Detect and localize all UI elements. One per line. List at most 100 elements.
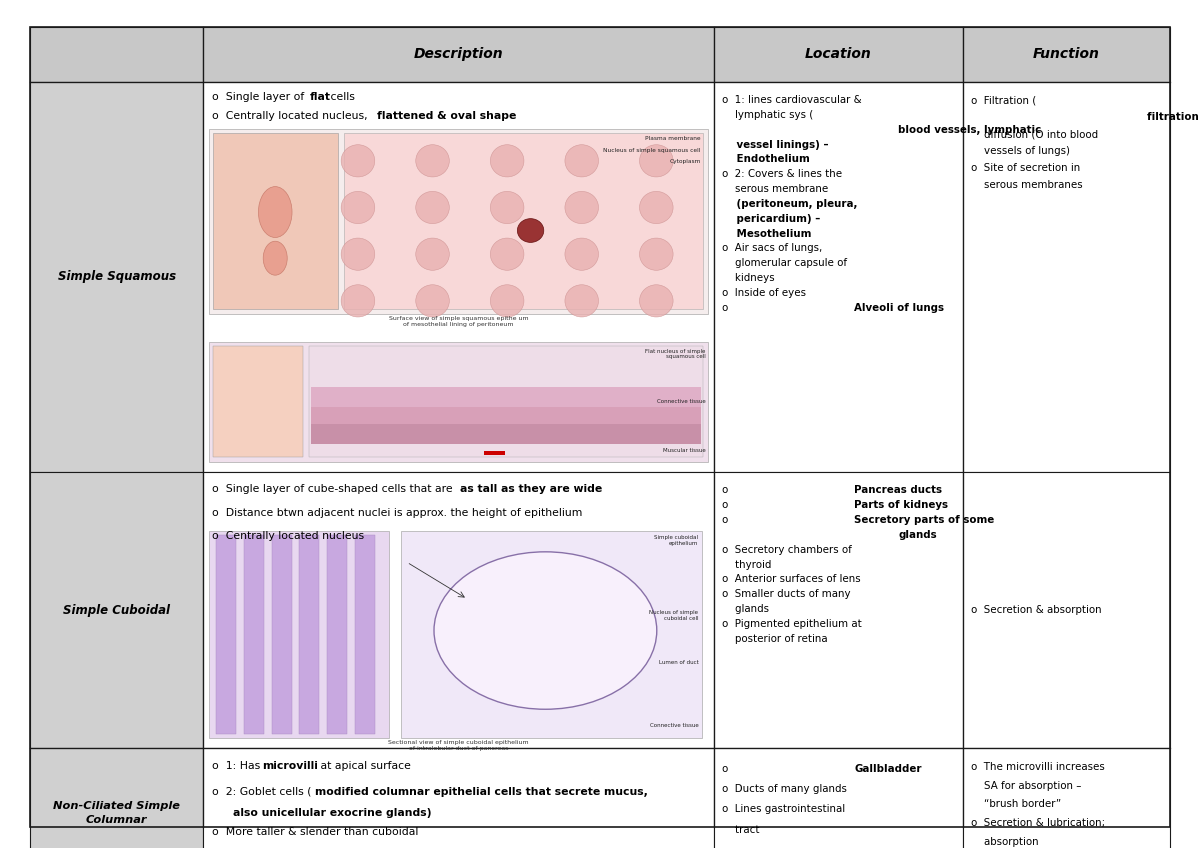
Text: o  Single layer of: o Single layer of: [211, 92, 307, 102]
Text: o  Air sacs of lungs,: o Air sacs of lungs,: [722, 243, 823, 254]
Text: cells: cells: [326, 92, 355, 102]
Text: o  The microvilli increases: o The microvilli increases: [971, 762, 1105, 772]
Circle shape: [434, 552, 656, 709]
Bar: [343, 133, 703, 310]
Ellipse shape: [415, 145, 449, 177]
Text: o: o: [722, 485, 736, 495]
Ellipse shape: [263, 241, 287, 275]
Ellipse shape: [415, 238, 449, 271]
Text: o  Secretory chambers of: o Secretory chambers of: [722, 544, 852, 555]
Text: o  Inside of eyes: o Inside of eyes: [722, 288, 806, 298]
Text: Cytoplasm: Cytoplasm: [670, 159, 701, 164]
Text: Sectional view of simple cuboidal epithelium
of intralobular duct of pancreas: Sectional view of simple cuboidal epithe…: [389, 740, 529, 750]
Text: Endothelium: Endothelium: [722, 154, 810, 165]
Text: at apical surface: at apical surface: [317, 762, 412, 771]
Bar: [212, 346, 302, 457]
Text: flat: flat: [310, 92, 331, 102]
Bar: [271, 535, 292, 734]
Text: Simple Squamous: Simple Squamous: [58, 271, 175, 283]
Text: o  1: lines cardiovascular &: o 1: lines cardiovascular &: [722, 95, 862, 105]
Text: o  Lines gastrointestinal: o Lines gastrointestinal: [722, 805, 846, 814]
Bar: [203, 749, 714, 848]
Ellipse shape: [491, 192, 524, 224]
Text: Muscular tissue: Muscular tissue: [662, 448, 706, 453]
Text: filtration in kidneys): filtration in kidneys): [1147, 112, 1200, 122]
Text: o  Secretion & absorption: o Secretion & absorption: [971, 605, 1102, 615]
Ellipse shape: [565, 192, 599, 224]
Text: pericardium) –: pericardium) –: [722, 214, 821, 224]
Bar: [401, 531, 702, 739]
Text: o  2: Covers & lines the: o 2: Covers & lines the: [722, 170, 842, 179]
Text: Description: Description: [414, 47, 504, 61]
Text: o  Site of secretion in: o Site of secretion in: [971, 163, 1080, 173]
Text: Function: Function: [1033, 47, 1099, 61]
Bar: [311, 388, 701, 407]
Text: o  Smaller ducts of many: o Smaller ducts of many: [722, 589, 851, 600]
Bar: [714, 749, 962, 848]
Bar: [244, 535, 264, 734]
Text: Alveoli of lungs: Alveoli of lungs: [854, 303, 944, 313]
Text: glands: glands: [722, 604, 769, 614]
Text: tract: tract: [722, 825, 760, 834]
Text: flattened & oval shape: flattened & oval shape: [377, 111, 517, 121]
Text: modified columnar epithelial cells that secrete mucus,: modified columnar epithelial cells that …: [314, 787, 648, 796]
Ellipse shape: [341, 192, 374, 224]
Ellipse shape: [341, 238, 374, 271]
Text: o  Filtration (: o Filtration (: [971, 95, 1036, 105]
Text: Plasma membrane: Plasma membrane: [646, 136, 701, 141]
Text: also unicellular exocrine glands): also unicellular exocrine glands): [233, 808, 432, 817]
Bar: [209, 129, 708, 314]
Text: Non-Ciliated Simple
Columnar: Non-Ciliated Simple Columnar: [53, 801, 180, 825]
Bar: [212, 133, 337, 310]
Text: Flat nucleus of simple
squamous cell: Flat nucleus of simple squamous cell: [646, 349, 706, 360]
Ellipse shape: [517, 219, 544, 243]
Bar: [203, 81, 714, 471]
Text: Secretory parts of some: Secretory parts of some: [854, 515, 995, 525]
Bar: [308, 346, 703, 457]
Bar: [311, 407, 701, 427]
Text: Connective tissue: Connective tissue: [649, 723, 698, 728]
Bar: [354, 535, 374, 734]
Bar: [962, 749, 1170, 848]
Text: serous membranes: serous membranes: [971, 180, 1082, 190]
Ellipse shape: [640, 145, 673, 177]
Bar: [216, 535, 236, 734]
Text: Parts of kidneys: Parts of kidneys: [854, 500, 948, 510]
Text: o: o: [722, 764, 736, 773]
Text: o  Centrally located nucleus,: o Centrally located nucleus,: [211, 111, 371, 121]
Bar: [209, 342, 708, 461]
Text: lymphatic sys (: lymphatic sys (: [722, 110, 814, 120]
Text: SA for absorption –: SA for absorption –: [971, 781, 1081, 790]
Bar: [203, 471, 714, 749]
Ellipse shape: [565, 145, 599, 177]
Text: absorption: absorption: [971, 837, 1038, 846]
Ellipse shape: [341, 145, 374, 177]
Bar: [203, 27, 714, 81]
Text: vessels of lungs): vessels of lungs): [971, 146, 1070, 156]
Text: o  More taller & slender than cuboidal: o More taller & slender than cuboidal: [211, 828, 418, 837]
Text: o  2: Goblet cells (: o 2: Goblet cells (: [211, 787, 311, 796]
Bar: [209, 531, 389, 739]
Ellipse shape: [491, 285, 524, 317]
Text: Surface view of simple squamous epithe um
of mesothelial lining of peritoneum: Surface view of simple squamous epithe u…: [389, 316, 528, 327]
Bar: [484, 451, 505, 455]
Ellipse shape: [565, 285, 599, 317]
Text: “brush border”: “brush border”: [971, 800, 1061, 809]
Text: o  Ducts of many glands: o Ducts of many glands: [722, 784, 847, 794]
Text: o  Distance btwn adjacent nuclei is approx. the height of epithelium: o Distance btwn adjacent nuclei is appro…: [211, 508, 582, 518]
Text: vessel linings) –: vessel linings) –: [722, 140, 829, 149]
Text: o  Centrally located nucleus: o Centrally located nucleus: [211, 531, 364, 541]
Text: Location: Location: [805, 47, 871, 61]
Text: glomerular capsule of: glomerular capsule of: [722, 259, 847, 268]
Ellipse shape: [341, 285, 374, 317]
Text: Lumen of duct: Lumen of duct: [659, 660, 698, 665]
Text: glands: glands: [899, 530, 937, 540]
Bar: [962, 81, 1170, 471]
Text: Nucleus of simple
cuboidal cell: Nucleus of simple cuboidal cell: [649, 610, 698, 621]
Text: Pancreas ducts: Pancreas ducts: [854, 485, 942, 495]
Bar: [962, 27, 1170, 81]
Ellipse shape: [491, 238, 524, 271]
Text: o  Secretion & lubrication;: o Secretion & lubrication;: [971, 818, 1105, 828]
Bar: [962, 471, 1170, 749]
Ellipse shape: [415, 285, 449, 317]
